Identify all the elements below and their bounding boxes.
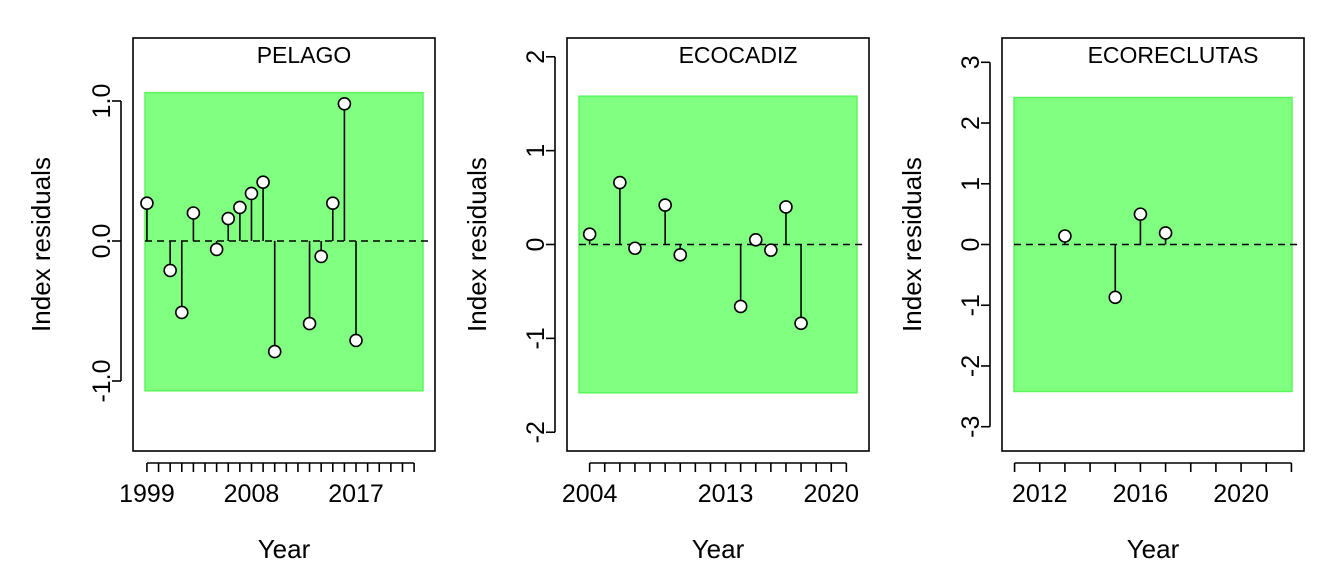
y-tick-label: 1 <box>957 177 985 191</box>
y-tick-label: 3 <box>957 55 985 69</box>
residual-point <box>1058 229 1072 243</box>
x-tick-label: 2012 <box>1012 480 1068 508</box>
y-tick-label: 0 <box>522 238 550 252</box>
y-axis-title: Index residuals <box>26 157 56 332</box>
x-tick-label: 2013 <box>698 480 754 508</box>
residual-point <box>613 175 627 190</box>
plot-frame <box>1001 37 1305 452</box>
residual-point <box>733 299 748 314</box>
residual-point <box>628 241 642 256</box>
residual-point <box>349 333 363 348</box>
residual-point <box>337 97 352 111</box>
plot-frame <box>566 37 870 452</box>
residual-point <box>764 243 778 257</box>
y-tick-label: -2 <box>957 355 985 377</box>
panel-ecoreclutas: 2012 2016 2020 3 2 1 0 -1 -2 -3 Year Index residual… <box>897 37 1305 564</box>
residual-point <box>256 175 270 189</box>
panel-pelago: 1999 2008 2017 1.0 0.0 -1.0 Year Index residual… <box>26 37 436 564</box>
chart-panels: 1999 2008 2017 1.0 0.0 -1.0 Year Index residual… <box>26 37 1305 564</box>
x-tick-label: 2020 <box>803 480 859 508</box>
residual-point <box>314 249 328 264</box>
plot-frame <box>132 37 436 452</box>
panel-ecocadiz: 2004 2013 2020 2 1 0 -1 -2 Year Index residuals EC… <box>462 37 870 564</box>
residual-point <box>209 242 224 257</box>
x-tick-label: 2020 <box>1213 480 1269 508</box>
residual-point <box>1133 207 1148 221</box>
residual-point <box>794 316 808 331</box>
residual-point <box>244 186 259 201</box>
residual-point <box>582 227 597 241</box>
panel-title: PELAGO <box>257 42 352 68</box>
y-tick-label: 2 <box>522 50 550 64</box>
residual-point <box>174 305 189 320</box>
x-tick-label: 1999 <box>119 480 175 508</box>
x-tick-label: 2017 <box>328 480 384 508</box>
panel-title: ECOCADIZ <box>679 42 798 68</box>
y-tick-label: 1.0 <box>88 84 116 119</box>
residual-point <box>267 344 282 359</box>
residual-point <box>140 196 154 210</box>
y-tick-label: 2 <box>957 116 985 130</box>
x-tick-label: 2016 <box>1113 480 1169 508</box>
y-tick-label: -1.0 <box>88 359 116 402</box>
residual-point <box>1108 290 1123 305</box>
residual-point <box>233 200 247 215</box>
x-tick-label: 2008 <box>224 480 280 508</box>
x-axis-title: Year <box>692 534 745 564</box>
x-tick-label: 2004 <box>562 480 618 508</box>
residual-point <box>658 198 672 212</box>
y-axis-title: Index residuals <box>462 157 492 332</box>
y-tick-label: -1 <box>522 327 550 349</box>
y-tick-label: 0.0 <box>88 224 116 259</box>
y-tick-label: -1 <box>957 294 985 316</box>
x-axis-title: Year <box>258 534 311 564</box>
residual-point <box>673 248 688 262</box>
residual-point <box>163 263 177 278</box>
y-axis-title: Index residuals <box>897 157 927 332</box>
panel-title: ECORECLUTAS <box>1088 42 1259 68</box>
x-axis-title: Year <box>1127 534 1180 564</box>
residual-point <box>186 206 201 220</box>
y-tick-label: 0 <box>957 238 985 252</box>
residual-point <box>221 211 236 226</box>
y-tick-label: 1 <box>522 144 550 158</box>
y-tick-label: -2 <box>522 421 550 443</box>
residual-point <box>779 200 793 214</box>
residual-point <box>325 196 340 210</box>
residual-point <box>302 316 317 331</box>
residual-point <box>1158 226 1173 240</box>
y-tick-label: -3 <box>957 416 985 438</box>
residual-point <box>748 233 763 247</box>
